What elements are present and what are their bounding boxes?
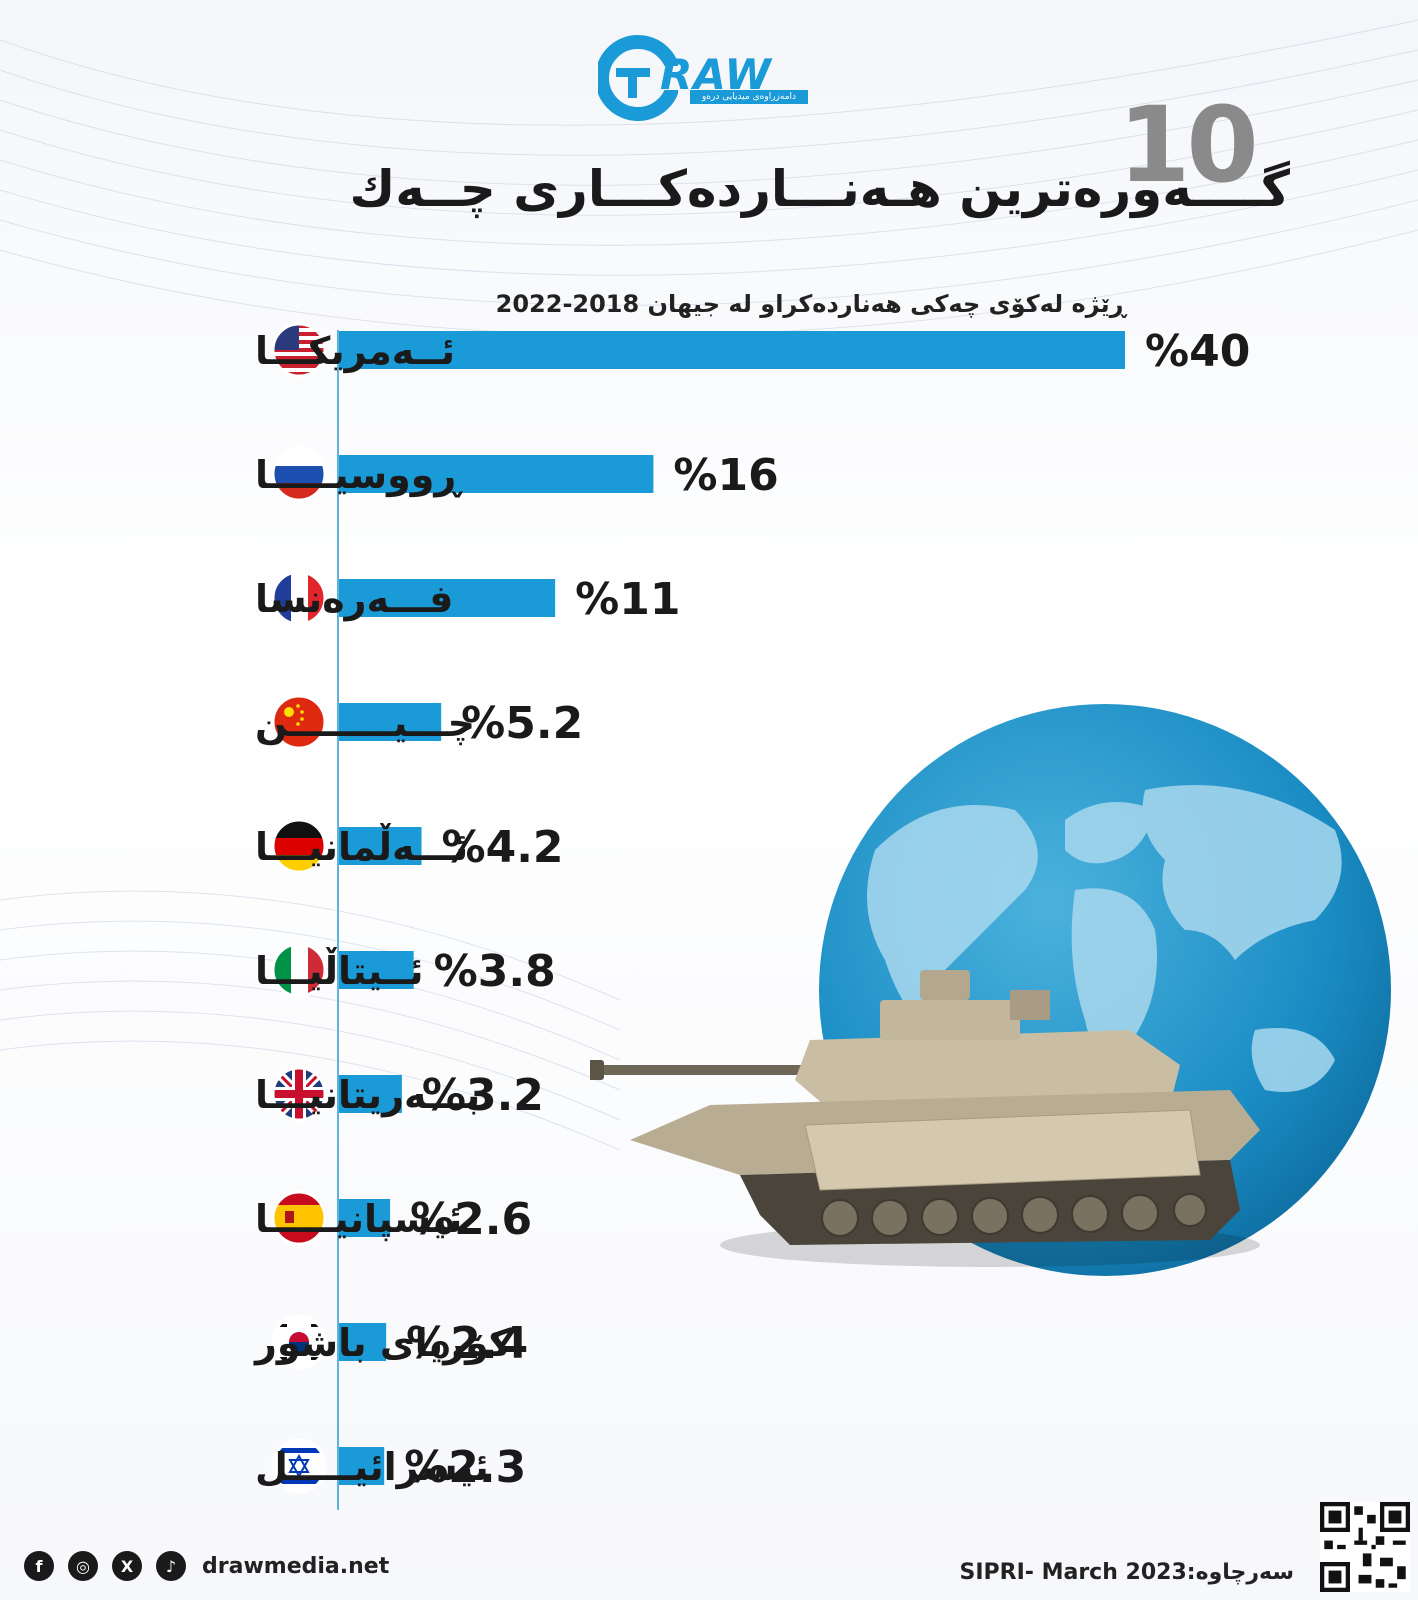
flag-border	[271, 570, 327, 626]
category-label: ئـــەڵمانیـــا	[255, 823, 468, 869]
tank-illustration	[588, 960, 1280, 1284]
flag-border	[271, 818, 327, 874]
flag-border	[271, 322, 327, 378]
category-label: چـــیــــــــن	[255, 701, 475, 745]
draw-logo-icon	[595, 35, 681, 121]
chart-row: %11 فـــەرەنسا	[255, 570, 680, 626]
category-label: ڕووسیـــــا	[255, 453, 463, 498]
bar	[339, 579, 556, 617]
flag-israel-icon	[271, 1438, 327, 1494]
title-number: 10	[1118, 84, 1259, 206]
bar	[339, 1199, 391, 1237]
flag-russia-icon	[271, 446, 327, 502]
flag-uk-icon	[271, 1066, 327, 1122]
value-label: %2.4	[406, 1318, 528, 1369]
x-icon[interactable]: X	[112, 1551, 142, 1581]
flag-border	[271, 446, 327, 502]
value-label: %40	[1145, 326, 1250, 377]
source-note: SIPRI- March 2023:سەرچاوە	[959, 1560, 1294, 1585]
social-links: f ◎ X ♪ drawmedia.net	[24, 1548, 389, 1584]
chart-axis-line	[337, 330, 339, 1510]
bar	[339, 1447, 385, 1485]
category-label: ئــیتاڵیـــا	[255, 947, 424, 993]
value-label: %2.6	[410, 1194, 532, 1245]
logo-tagline: دامەزراوەی میدیایی درەو	[690, 90, 808, 104]
flag-germany-icon	[271, 818, 327, 874]
bar	[339, 455, 654, 493]
value-label: %16	[673, 450, 778, 501]
flag-border	[271, 942, 327, 998]
flag-spain-icon	[271, 1190, 327, 1246]
flag-border	[271, 1066, 327, 1122]
value-label: %11	[575, 574, 680, 625]
category-label: کۆریای باشور	[253, 1321, 512, 1365]
bar	[339, 827, 422, 865]
instagram-icon[interactable]: ◎	[68, 1551, 98, 1581]
website-link[interactable]: drawmedia.net	[202, 1553, 390, 1579]
category-label: ئیسپانیـــــا	[255, 1197, 462, 1241]
facebook-icon[interactable]: f	[24, 1551, 54, 1581]
value-label: %2.3	[404, 1442, 526, 1493]
bar	[339, 1075, 402, 1113]
chart-row: %40 ئــەمریکـــا	[255, 322, 1250, 378]
category-label: فـــەرەنسا	[255, 577, 453, 621]
flag-border	[271, 1438, 327, 1494]
value-label: %3.8	[434, 946, 556, 997]
flag-italy-icon	[271, 942, 327, 998]
chart-row: %16 ڕووسیـــــا	[255, 446, 779, 502]
tiktok-icon[interactable]: ♪	[156, 1551, 186, 1581]
page-title: گــــەورەترین هـەنـــاردەکـــاری چــەك	[349, 160, 1290, 218]
bar	[339, 703, 442, 741]
flag-south-korea-icon	[271, 1314, 327, 1370]
value-label: %5.2	[461, 698, 583, 749]
bar	[339, 1323, 387, 1361]
draw-logo: RAW دامەزراوەی میدیایی درەو	[595, 32, 818, 122]
bar	[339, 331, 1125, 369]
flag-france-icon	[271, 570, 327, 626]
value-label: %4.2	[442, 822, 564, 873]
value-label: %3.2	[422, 1070, 544, 1121]
flag-border	[271, 1190, 327, 1246]
qr-code-icon	[1320, 1502, 1410, 1592]
flag-border	[271, 694, 327, 750]
flag-border	[271, 1314, 327, 1370]
flag-usa-icon	[271, 322, 327, 378]
chart-subtitle: ڕێژە لەکۆی چەکی هەناردەکراو لە جیهان 201…	[495, 290, 1126, 318]
category-label: ئــەمریکـــا	[255, 329, 455, 373]
category-label: بـــەریتانیـــا	[255, 1073, 480, 1117]
flag-china-icon	[271, 694, 327, 750]
bar	[339, 951, 414, 989]
category-label: ئیسرائیـــــل	[255, 1445, 489, 1489]
